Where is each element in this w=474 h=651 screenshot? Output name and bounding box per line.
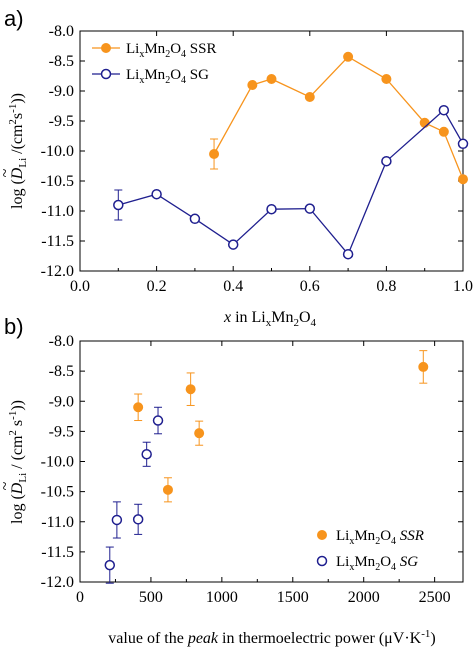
legend-item-ssr: LixMn2O4 SSR (317, 528, 424, 547)
y-tick-label: -11.5 (41, 233, 74, 250)
x-tick-label: 1500 (277, 589, 309, 606)
data-point (209, 149, 220, 159)
svg-text:LixMn2O4 SSR: LixMn2O4 SSR (126, 41, 216, 60)
series-line (118, 109, 464, 256)
x-tick-label: 0.2 (147, 278, 167, 295)
y-tick-label: -9.5 (49, 113, 74, 130)
data-point (458, 174, 468, 185)
data-point (151, 188, 162, 200)
x-tick-label: 0.6 (300, 278, 320, 295)
data-point (113, 199, 124, 211)
data-point (189, 213, 201, 225)
svg-text:log (DLi / (cm2 s-1)): log (DLi / (cm2 s-1)) (7, 400, 29, 524)
y-tick-label: -10.5 (41, 173, 74, 190)
data-point (342, 248, 354, 260)
data-point (152, 415, 164, 426)
legend-item-ssr: LixMn2O4 SSR (92, 41, 216, 60)
panel-b-x-axis-label: value of the peak in thermoelectric powe… (108, 628, 435, 647)
data-point (419, 117, 430, 128)
x-tick-label: 1.0 (453, 278, 473, 295)
data-point (247, 80, 258, 90)
y-tick-label: -10.0 (41, 454, 74, 471)
panel-b-frame (79, 340, 464, 583)
panel-a-x-axis-label: x in LixMn2O4 (223, 309, 317, 329)
x-tick-label: 0.0 (70, 278, 90, 295)
y-tick-label: -11.0 (41, 514, 74, 531)
y-tick-label: -8.0 (49, 23, 74, 40)
data-point (343, 51, 354, 62)
y-tick-label: -9.0 (49, 83, 74, 100)
svg-text:LixMn2O4 SSR: LixMn2O4 SSR (336, 528, 424, 547)
series-a-1 (113, 104, 469, 260)
y-tick-label: -12.0 (41, 263, 74, 280)
series-b-1 (104, 406, 164, 584)
x-tick-label: 0.4 (223, 278, 243, 295)
data-point (418, 361, 429, 372)
data-point (162, 484, 173, 495)
data-point (185, 384, 196, 395)
data-point (194, 428, 205, 439)
x-tick-label: 2000 (348, 589, 380, 606)
data-point (266, 74, 277, 84)
data-point (438, 126, 449, 137)
data-point (381, 155, 392, 167)
panel-a-legend: LixMn2O4 SSR LixMn2O4 SG (92, 41, 216, 86)
panel-a-y-axis-label: log (DLi /(cm2s-1)) ~ (0, 93, 29, 209)
y-tick-label: -11.5 (41, 544, 74, 561)
panel-b-y-axis-label: log (DLi / (cm2 s-1)) ~ (0, 400, 29, 524)
x-tick-label: 1000 (206, 589, 238, 606)
data-point (132, 514, 144, 525)
data-point (266, 203, 277, 215)
series-b-0 (133, 350, 429, 503)
data-point (304, 92, 315, 102)
data-point (104, 559, 116, 571)
data-point (304, 203, 316, 214)
y-tick-label: -12.0 (41, 574, 74, 591)
data-point (438, 104, 450, 116)
data-point (227, 239, 239, 250)
svg-text:~: ~ (0, 481, 14, 490)
panel-b-label: b) (4, 314, 24, 339)
x-tick-label: 0 (76, 589, 84, 606)
legend-item-sg: LixMn2O4 SG (92, 67, 209, 86)
panel-a: a) 0.0 0.2 0.4 0.6 0.8 1.0 -8.0 -8.5 -9.0 -9.5 -10… (0, 6, 473, 329)
legend-item-sg: LixMn2O4 SG (316, 554, 418, 573)
y-tick-label: -9.5 (49, 423, 74, 440)
data-point (141, 449, 152, 460)
svg-text:~: ~ (0, 168, 14, 177)
y-tick-label: -10.0 (41, 143, 74, 160)
y-tick-label: -8.5 (49, 53, 74, 70)
svg-text:LixMn2O4 SG: LixMn2O4 SG (336, 554, 418, 573)
y-tick-label: -10.5 (41, 484, 74, 501)
y-tick-label: -9.0 (49, 393, 74, 410)
x-tick-label: 2500 (419, 589, 451, 606)
series-a-0 (209, 51, 468, 185)
data-point (381, 74, 392, 84)
svg-text:LixMn2O4 SG: LixMn2O4 SG (126, 67, 209, 86)
y-tick-label: -11.0 (41, 203, 74, 220)
panel-a-label: a) (4, 6, 24, 31)
svg-text:log (DLi /(cm2s-1)): log (DLi /(cm2s-1)) (7, 93, 29, 209)
data-point (133, 402, 144, 413)
x-tick-label: 0.8 (376, 278, 396, 295)
y-tick-label: -8.0 (49, 333, 74, 350)
data-point (457, 138, 469, 150)
panel-b: b) 0 500 1000 1500 2000 2500 -8.0 -8.5 -9.0 -9.5 -… (0, 314, 464, 647)
x-tick-label: 500 (139, 589, 163, 606)
data-point (111, 514, 123, 526)
panel-b-legend: LixMn2O4 SSR LixMn2O4 SG (316, 528, 424, 573)
y-tick-label: -8.5 (49, 363, 74, 380)
